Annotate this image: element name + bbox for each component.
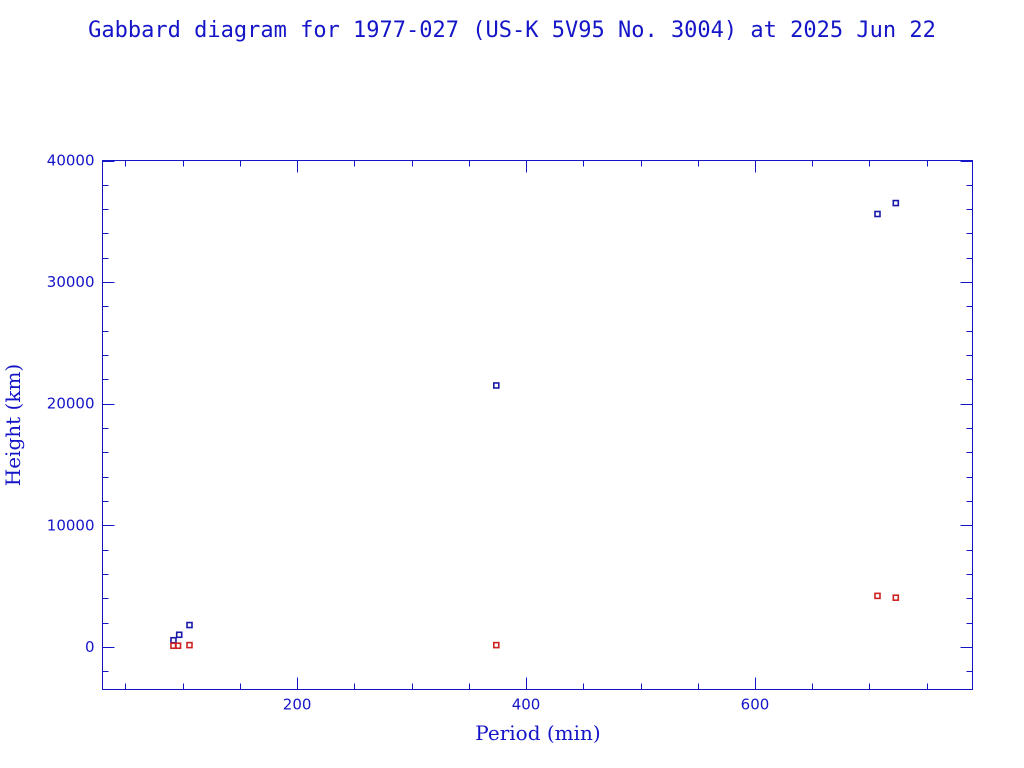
apogee-point bbox=[874, 210, 881, 218]
y-tick-label: 0 bbox=[85, 638, 95, 656]
perigee-point bbox=[186, 641, 193, 649]
data-points bbox=[170, 199, 900, 650]
y-axis-label: Height (km) bbox=[1, 364, 25, 486]
perigee-point bbox=[892, 594, 900, 601]
perigee-point bbox=[874, 592, 881, 600]
x-axis-label: Period (min) bbox=[475, 721, 600, 745]
axis-ticks bbox=[102, 160, 973, 690]
apogee-point bbox=[175, 631, 183, 639]
apogee-point bbox=[186, 621, 193, 629]
y-tick-label: 40000 bbox=[47, 152, 95, 170]
tick-labels: 200 400 600 0 10000 20000 30000 40000 bbox=[47, 152, 770, 714]
perigee-point bbox=[492, 641, 500, 649]
apogee-point bbox=[892, 199, 900, 207]
x-tick-label: 200 bbox=[283, 696, 312, 714]
chart-title: Gabbard diagram for 1977-027 (US-K 5V95 … bbox=[88, 18, 936, 43]
x-tick-label: 400 bbox=[512, 696, 541, 714]
y-tick-label: 30000 bbox=[47, 273, 95, 291]
y-tick-label: 10000 bbox=[47, 516, 95, 534]
apogee-point bbox=[170, 636, 177, 644]
plot-frame bbox=[102, 160, 973, 690]
y-tick-label: 20000 bbox=[47, 395, 95, 413]
perigee-point bbox=[174, 642, 182, 650]
x-tick-label: 600 bbox=[741, 696, 770, 714]
apogee-point bbox=[492, 382, 500, 389]
